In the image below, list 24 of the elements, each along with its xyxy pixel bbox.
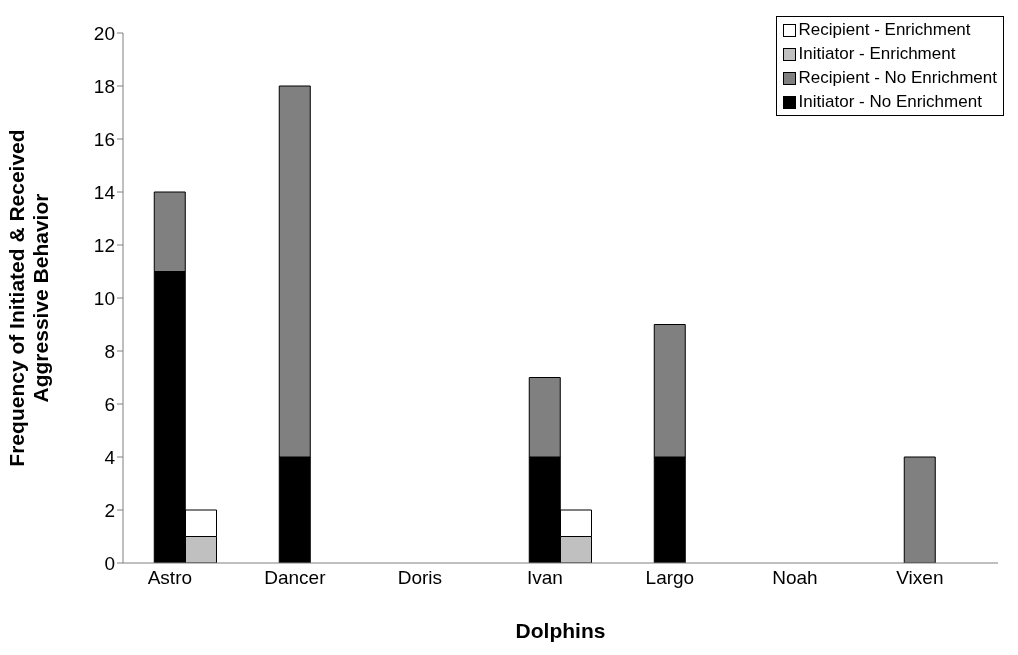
x-tick-label: Dancer [264, 567, 327, 589]
legend-label: Initiator - No Enrichment [798, 91, 982, 113]
legend-label: Initiator - Enrichment [798, 43, 956, 65]
x-tick-label: Vixen [896, 567, 944, 589]
x-tick-label: Largo [645, 567, 695, 589]
legend-label: Recipient - No Enrichment [798, 67, 997, 89]
x-tick-label: Noah [772, 567, 818, 589]
y-tick-label: 14 [93, 181, 116, 203]
x-tick-label: Doris [397, 567, 443, 589]
y-tick-label: 2 [104, 499, 115, 521]
y-tick-label: 16 [93, 128, 115, 150]
y-tick-label: 8 [104, 340, 115, 362]
y-tick-label: 6 [104, 393, 115, 415]
y-tick-label: 18 [93, 75, 115, 97]
y-tick-label: 4 [104, 446, 116, 468]
y-tick-label: 0 [104, 552, 115, 574]
x-tick-label: Astro [147, 567, 193, 589]
legend-label: Recipient - Enrichment [798, 19, 971, 41]
y-axis-title: Frequency of Initiated & Received Aggressive Behavior [5, 129, 52, 467]
y-tick-label: 20 [93, 22, 115, 44]
y-tick-label: 12 [93, 234, 115, 256]
y-tick-label: 10 [93, 287, 115, 309]
x-axis-title: Dolphins [515, 619, 606, 642]
x-tick-label: Ivan [526, 567, 563, 589]
